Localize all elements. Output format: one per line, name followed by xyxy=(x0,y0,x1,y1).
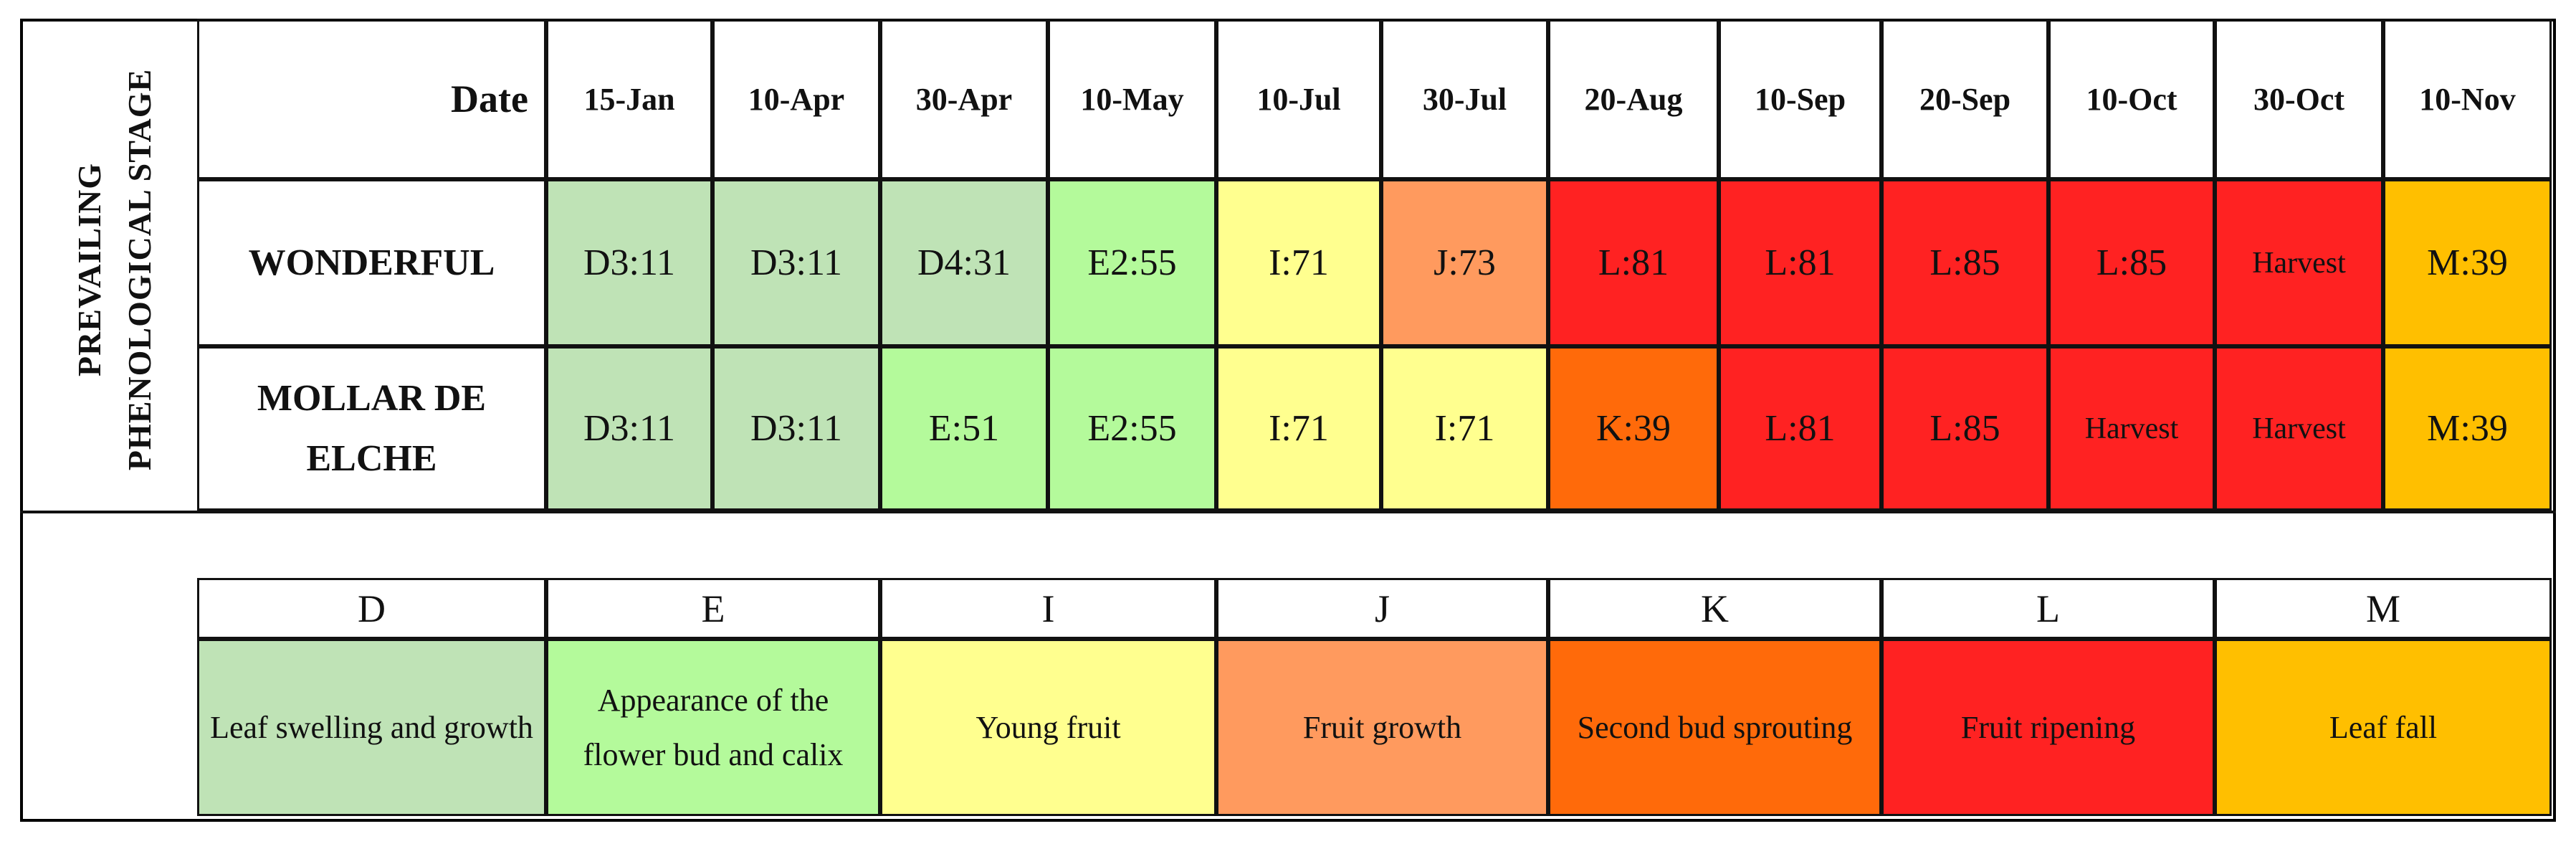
stage-cell: E2:55 xyxy=(1048,346,1216,511)
stage-cell: J:73 xyxy=(1381,179,1548,346)
legend-stage-description: Fruit ripening xyxy=(1881,639,2215,816)
date-column-header: 30-Oct xyxy=(2215,19,2383,179)
legend-stage-letter: K xyxy=(1548,578,1881,639)
date-column-header: 10-Oct xyxy=(2048,19,2215,179)
stage-cell: L:85 xyxy=(1881,179,2048,346)
date-column-header: 10-May xyxy=(1048,19,1216,179)
stage-cell: L:81 xyxy=(1719,179,1881,346)
stage-cell: L:81 xyxy=(1548,179,1719,346)
stage-cell: I:71 xyxy=(1216,346,1381,511)
legend-stage-description: Second bud sprouting xyxy=(1548,639,1881,816)
stage-cell: M:39 xyxy=(2383,346,2552,511)
stage-cell: D3:11 xyxy=(712,346,880,511)
legend-stage-description: Fruit growth xyxy=(1216,639,1548,816)
cultivar-label: WONDERFUL xyxy=(197,179,546,346)
stage-cell: Harvest xyxy=(2215,346,2383,511)
date-column-header: 10-Nov xyxy=(2383,19,2552,179)
stage-cell: M:39 xyxy=(2383,179,2552,346)
date-column-header: 20-Aug xyxy=(1548,19,1719,179)
legend-stage-letter: J xyxy=(1216,578,1548,639)
date-column-header: 10-Apr xyxy=(712,19,880,179)
legend-stage-letter: I xyxy=(880,578,1216,639)
stage-cell: L:85 xyxy=(2048,179,2215,346)
side-column-divider xyxy=(197,19,199,511)
cultivar-label: MOLLAR DE ELCHE xyxy=(197,346,546,511)
stage-cell: D3:11 xyxy=(712,179,880,346)
date-column-header: 10-Jul xyxy=(1216,19,1381,179)
side-title-line1: PREVAILING xyxy=(71,163,108,377)
legend-stage-description: Young fruit xyxy=(880,639,1216,816)
date-column-header: 20-Sep xyxy=(1881,19,2048,179)
stage-cell: Harvest xyxy=(2048,346,2215,511)
stage-cell: E:51 xyxy=(880,346,1048,511)
date-column-header: 30-Apr xyxy=(880,19,1048,179)
legend-stage-description: Appearance of the flower bud and calix xyxy=(546,639,880,816)
legend-stage-letter: L xyxy=(1881,578,2215,639)
legend-stage-letter: M xyxy=(2215,578,2552,639)
legend-stage-letter: D xyxy=(197,578,546,639)
legend-stage-letter: E xyxy=(546,578,880,639)
stage-cell: K:39 xyxy=(1548,346,1719,511)
date-column-header: 30-Jul xyxy=(1381,19,1548,179)
stage-cell: L:81 xyxy=(1719,346,1881,511)
stage-cell: I:71 xyxy=(1216,179,1381,346)
stage-cell: Harvest xyxy=(2215,179,2383,346)
side-title: PREVAILING PHENOLOGICAL STAGE xyxy=(29,19,201,521)
legend-stage-description: Leaf swelling and growth xyxy=(197,639,546,816)
stage-cell: I:71 xyxy=(1381,346,1548,511)
date-column-header: 10-Sep xyxy=(1719,19,1881,179)
table-divider xyxy=(20,511,2556,513)
stage-cell: D3:11 xyxy=(546,179,712,346)
date-column-header: 15-Jan xyxy=(546,19,712,179)
stage-cell: D4:31 xyxy=(880,179,1048,346)
legend-stage-description: Leaf fall xyxy=(2215,639,2552,816)
stage-cell: D3:11 xyxy=(546,346,712,511)
stage-cell: L:85 xyxy=(1881,346,2048,511)
date-header-label: Date xyxy=(197,19,546,179)
side-title-line2: PHENOLOGICAL STAGE xyxy=(121,68,158,471)
stage-cell: E2:55 xyxy=(1048,179,1216,346)
